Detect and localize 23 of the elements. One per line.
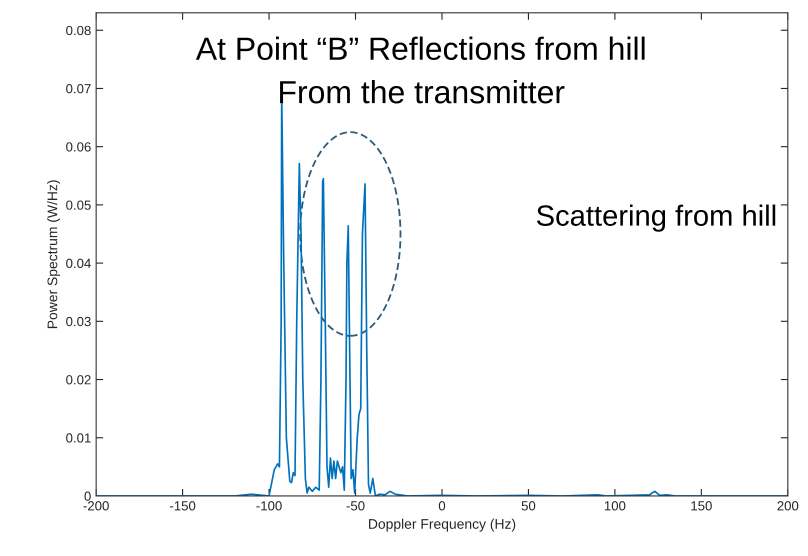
x-tick-label: -200 xyxy=(84,501,109,511)
y-tick-label: 0.06 xyxy=(66,142,91,152)
y-tick-label: 0.07 xyxy=(66,84,91,94)
x-tick-label: 150 xyxy=(691,501,712,511)
y-tick-label: 0.01 xyxy=(66,433,91,443)
y-tick-label: 0.02 xyxy=(66,375,91,384)
x-tick-label: 200 xyxy=(777,501,798,511)
x-tick-label: -50 xyxy=(346,501,365,511)
y-tick-label: 0.04 xyxy=(66,258,91,268)
y-tick-label: 0 xyxy=(84,492,91,501)
annotation: Scattering from hill xyxy=(536,204,776,232)
y-axis-title: Power Spectrum (W/Hz) xyxy=(47,180,60,328)
x-tick-label: -100 xyxy=(256,501,282,511)
y-tick-label: 0.08 xyxy=(66,26,91,36)
x-tick-label: 50 xyxy=(522,501,536,511)
annotation: At Point “B” Reflections from hill xyxy=(196,36,645,60)
x-tick-label: -150 xyxy=(170,501,196,511)
y-tick-label: 0.05 xyxy=(66,200,91,210)
x-axis-title: Doppler Frequency (Hz) xyxy=(369,518,516,532)
x-tick-label: 100 xyxy=(604,501,626,511)
annotation: From the transmitter xyxy=(280,80,564,104)
y-tick-label: 0.03 xyxy=(66,316,91,326)
x-tick-label: 0 xyxy=(438,501,446,511)
